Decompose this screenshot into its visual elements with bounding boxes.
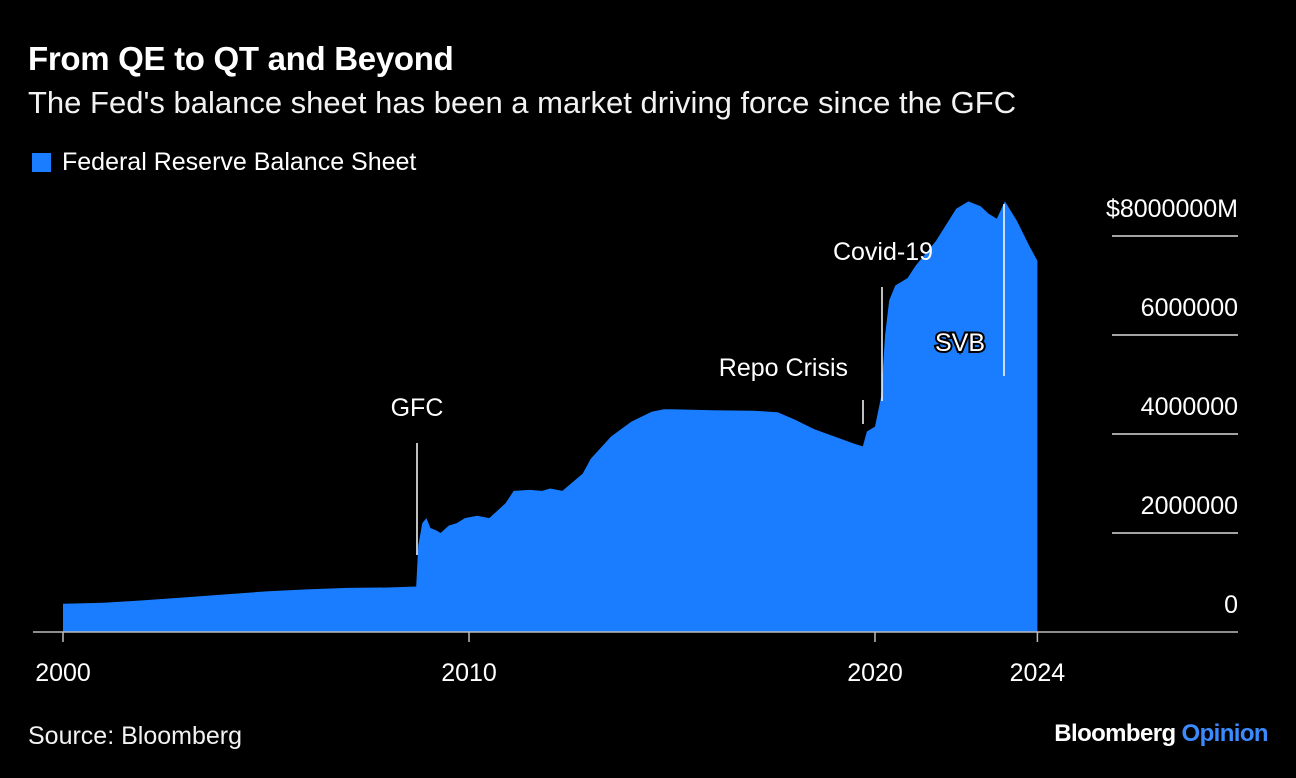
annotation-label-gfc: GFC (391, 394, 444, 422)
chart-subtitle: The Fed's balance sheet has been a marke… (28, 85, 1017, 120)
x-tick-label-2010: 2010 (441, 659, 497, 687)
brand-accent: Opinion (1181, 720, 1269, 747)
legend-swatch (32, 153, 51, 172)
x-tick-label-2020: 2020 (847, 659, 903, 687)
x-tick-label-2000: 2000 (35, 659, 91, 687)
annotation-label-covid-19: Covid-19 (833, 238, 933, 266)
annotation-label-svb: SVB (935, 329, 985, 357)
annotation-label-repo-crisis: Repo Crisis (719, 354, 848, 382)
brand-logo: Bloomberg Opinion (1054, 720, 1268, 748)
chart-legend: Federal Reserve Balance Sheet (32, 148, 416, 177)
brand-main: Bloomberg (1054, 720, 1176, 747)
y-tick-label-8000000: $8000000M (1106, 195, 1238, 223)
y-tick-label-0: 0 (1224, 591, 1238, 619)
x-tick-label-2024: 2024 (1010, 659, 1066, 687)
area-series-balance-sheet (63, 201, 1038, 632)
y-tick-label-4000000: 4000000 (1141, 393, 1238, 421)
legend-label: Federal Reserve Balance Sheet (62, 148, 417, 176)
chart-title: From QE to QT and Beyond (28, 40, 454, 77)
y-tick-label-6000000: 6000000 (1141, 294, 1238, 322)
y-tick-label-2000000: 2000000 (1141, 492, 1238, 520)
source-note: Source: Bloomberg (28, 722, 243, 750)
